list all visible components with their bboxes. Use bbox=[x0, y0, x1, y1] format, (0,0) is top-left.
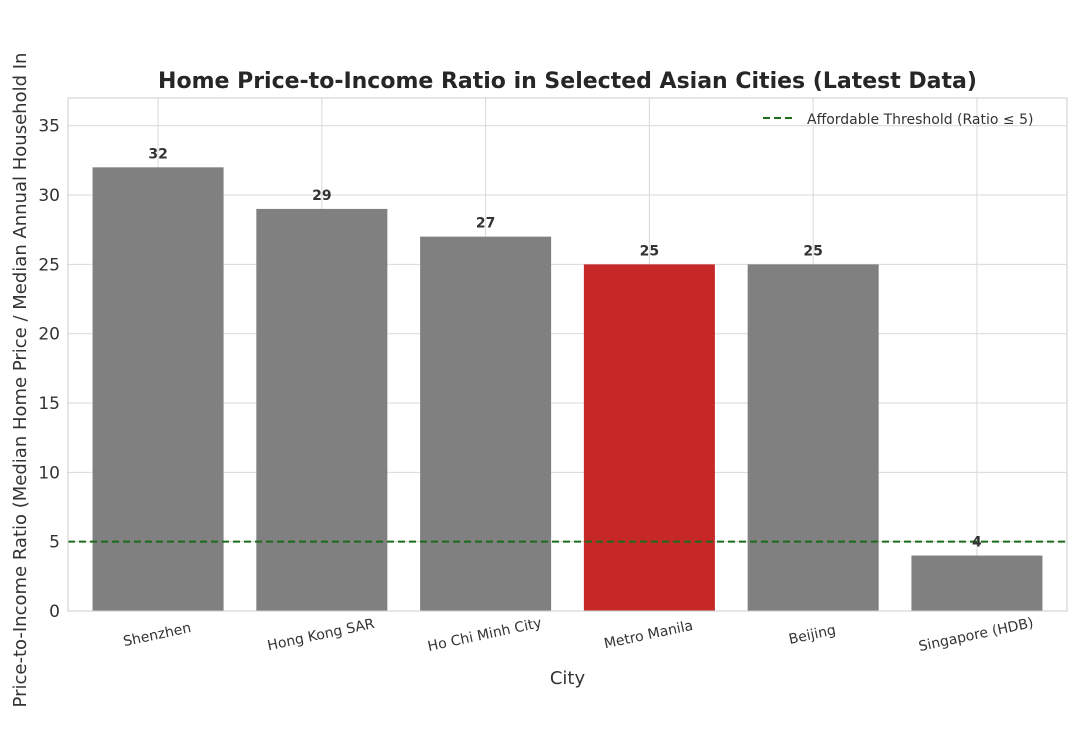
x-tick-label: Ho Chi Minh City bbox=[426, 615, 543, 655]
bar bbox=[747, 264, 879, 611]
bars bbox=[92, 167, 1043, 611]
legend-threshold-label: Affordable Threshold (Ratio ≤ 5) bbox=[807, 112, 1033, 128]
y-tick-label: 5 bbox=[49, 533, 60, 553]
x-tick-label: Shenzhen bbox=[122, 620, 193, 650]
x-axis-ticks: Shenzhen Hong Kong SAR Ho Chi Minh City Met… bbox=[122, 615, 1035, 655]
bar bbox=[256, 208, 388, 611]
data-labels: 32 29 27 25 25 4 bbox=[148, 146, 982, 550]
y-tick-label: 0 bbox=[49, 602, 60, 622]
bar bbox=[911, 555, 1043, 611]
legend: Affordable Threshold (Ratio ≤ 5) bbox=[763, 112, 1033, 128]
y-tick-label: 25 bbox=[38, 255, 60, 275]
bar-value-label: 25 bbox=[803, 243, 822, 259]
bar bbox=[583, 264, 715, 611]
chart-title: Home Price-to-Income Ratio in Selected A… bbox=[158, 69, 977, 94]
bar-value-label: 32 bbox=[148, 146, 167, 162]
y-tick-label: 10 bbox=[38, 463, 60, 483]
y-axis-ticks: 0 5 10 15 20 25 30 35 bbox=[38, 117, 60, 622]
plot-frame bbox=[67, 97, 1068, 612]
bar-value-label: 29 bbox=[312, 188, 331, 204]
bar-value-label: 4 bbox=[972, 535, 982, 551]
x-tick-label: Beijing bbox=[787, 622, 837, 648]
y-tick-label: 30 bbox=[38, 186, 60, 206]
bar-value-label: 27 bbox=[476, 216, 495, 232]
y-axis-label: Price-to-Income Ratio (Median Home Price… bbox=[10, 53, 31, 708]
x-tick-label: Metro Manila bbox=[603, 618, 695, 652]
y-tick-label: 20 bbox=[38, 325, 60, 345]
x-tick-label: Singapore (HDB) bbox=[917, 615, 1035, 655]
y-tick-label: 15 bbox=[38, 394, 60, 414]
bar bbox=[92, 167, 224, 611]
x-axis-label: City bbox=[550, 668, 586, 689]
bar-value-label: 25 bbox=[640, 243, 659, 259]
x-tick-label: Hong Kong SAR bbox=[266, 616, 376, 654]
y-tick-label: 35 bbox=[38, 117, 60, 137]
bar bbox=[420, 236, 552, 611]
